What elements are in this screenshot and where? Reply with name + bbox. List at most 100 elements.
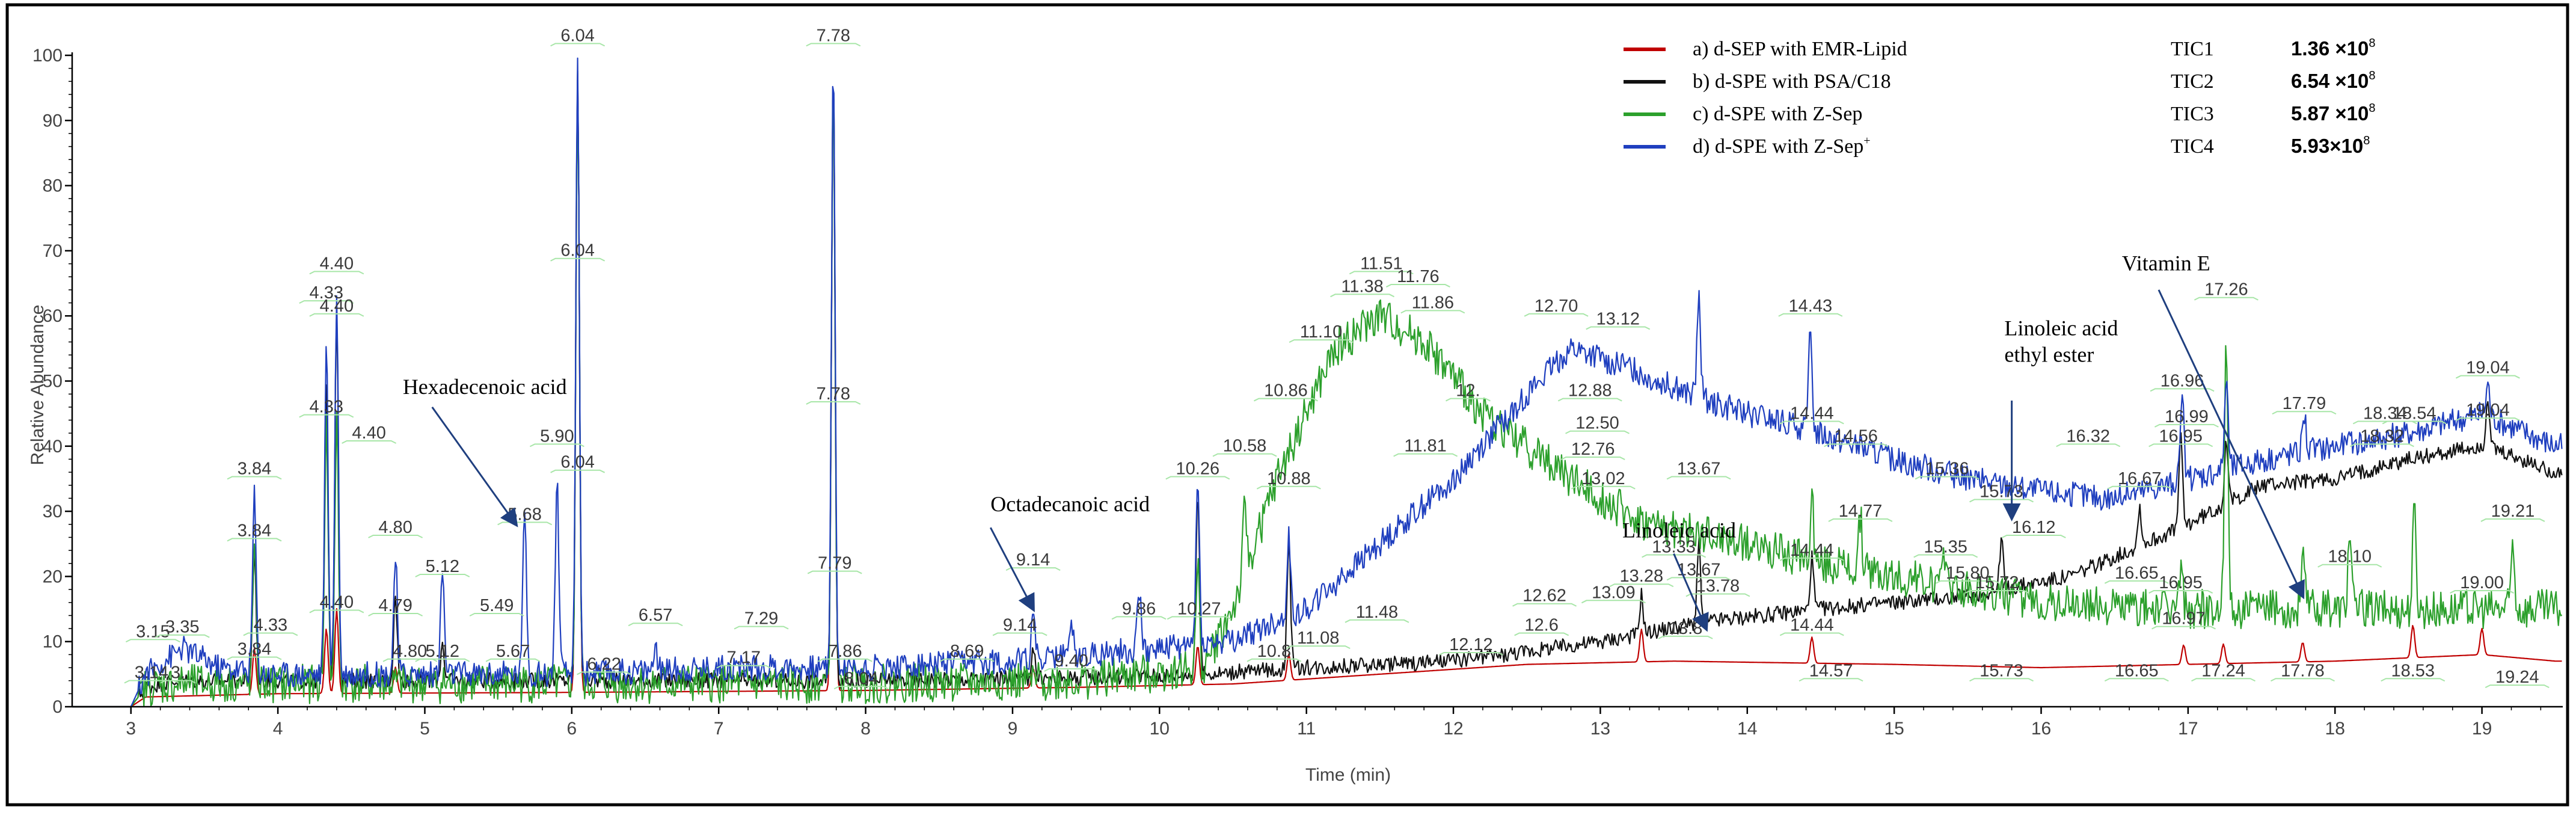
peak-label-marker [469,612,524,617]
peak-label: 15.36 [1925,460,1969,479]
peak-label: 19.21 [2491,502,2535,521]
peak-label: 17.24 [2201,661,2245,680]
peak-label-marker [497,521,553,526]
annotation-arrow [1673,553,1709,632]
peak-label: 15.35 [1924,537,1967,556]
peak-label: 7.86 [828,642,862,661]
annotation-text: Octadecanoic acid [990,492,1150,516]
x-tick-label: 15 [1884,719,1904,739]
y-tick-label: 10 [43,632,63,652]
peak-label-marker [2001,535,2066,538]
peak-label: 3.14 [135,663,168,683]
peak-label-marker [1913,554,1978,558]
peak-label-marker [485,658,541,662]
peak-label: 4.40 [352,423,385,443]
peak-label: 11.08 [1297,629,1339,648]
peak-label-marker [1254,398,1318,402]
peak-label: 17.79 [2283,394,2326,413]
peak-label-marker [415,658,470,662]
peak-label: 7.78 [817,384,850,404]
peak-label-marker [1581,600,1646,604]
peak-label: 10.27 [1177,599,1221,618]
peak-label-marker [2272,411,2337,415]
peak-label-marker [368,535,423,538]
peak-label-marker [299,414,354,418]
peak-label: 3.84 [238,640,271,659]
peak-label-marker [1779,557,1844,561]
peak-label: 16.95 [2159,426,2203,446]
peak-label: 18.54 [2393,404,2436,423]
peak-label-marker [1111,616,1167,620]
peak-label-marker [368,612,423,617]
peak-label-marker [2317,564,2382,568]
peak-label: 13.28 [1620,567,1664,586]
legend-tic: TIC2 [2171,70,2214,93]
y-tick-label: 70 [43,241,63,261]
peak-label: 7.79 [818,554,851,573]
legend-label: b) d-SPE with PSA/C18 [1693,70,1891,93]
peak-label-marker [1658,635,1713,639]
peak-label-marker [807,570,862,574]
peak-label-marker [550,469,606,473]
peak-label-marker [992,632,1047,636]
peak-label-marker [1666,476,1731,480]
peak-label-marker [817,658,872,662]
peak-label-marker [716,665,771,669]
peak-label-marker [309,271,364,275]
peak-label: 11.76 [1397,267,1439,286]
x-tick-label: 11 [1297,719,1316,739]
x-tick-label: 6 [566,719,577,739]
y-tick-label: 0 [52,697,63,717]
peak-label-marker [124,680,179,684]
peak-label: 16.65 [2115,564,2159,583]
peak-label-marker [415,573,470,577]
peak-label-marker [1828,518,1893,522]
peak-label-marker [2104,678,2169,682]
peak-label: 5.49 [480,596,514,615]
peak-label: 18.10 [2328,547,2372,567]
peak-label-marker [1571,485,1636,490]
y-tick-label: 50 [43,372,63,392]
peak-label: 16.67 [2118,469,2162,488]
peak-label-marker [1685,593,1750,597]
peak-label: 11.48 [1356,603,1398,622]
peak-label: 13.33 [1652,537,1696,556]
x-tick-label: 14 [1737,719,1757,739]
peak-label: 11.10 [1300,322,1342,342]
peak-label: 3.84 [238,460,271,479]
x-tick-label: 18 [2325,719,2345,739]
peak-label-marker [2349,443,2414,447]
peak-label-marker [1514,632,1569,636]
peak-label: 14.43 [1789,297,1833,316]
peak-label-marker [1915,476,1980,480]
x-tick-label: 17 [2178,719,2198,739]
peak-label-marker [2455,417,2520,421]
peak-label: 14.77 [1839,502,1883,521]
peak-label-marker [1345,619,1409,623]
peak-label: 16.12 [2012,518,2056,537]
peak-label-marker [2104,580,2169,584]
peak-label: 4.33 [310,398,343,417]
peak-label-marker [1560,457,1625,460]
x-tick-label: 9 [1008,719,1018,739]
y-tick-label: 30 [43,502,63,521]
peak-label: 19.04 [2466,401,2510,420]
peak-label-marker [2352,420,2417,425]
legend-tic: TIC1 [2171,38,2214,60]
peak-label: 12.6 [1524,615,1558,635]
annotation-arrow [989,527,1035,612]
peak-label: 4.33 [254,615,287,635]
peak-label-marker [939,658,995,662]
peak-label-marker [833,686,889,690]
peak-label: 19.04 [2466,358,2510,378]
peak-label: 5.67 [496,642,530,661]
legend-tic: TIC3 [2171,103,2214,125]
peak-label: 15.73 [1980,661,2023,680]
peak-label: 5.12 [426,642,459,661]
peak-label: 7.17 [727,648,761,668]
peak-label: 4.79 [378,596,412,615]
peak-label-marker [1212,453,1277,457]
peak-label: 15.73 [1980,482,2023,501]
peak-label-marker [1400,310,1465,314]
peak-label: 12.88 [1568,381,1612,401]
